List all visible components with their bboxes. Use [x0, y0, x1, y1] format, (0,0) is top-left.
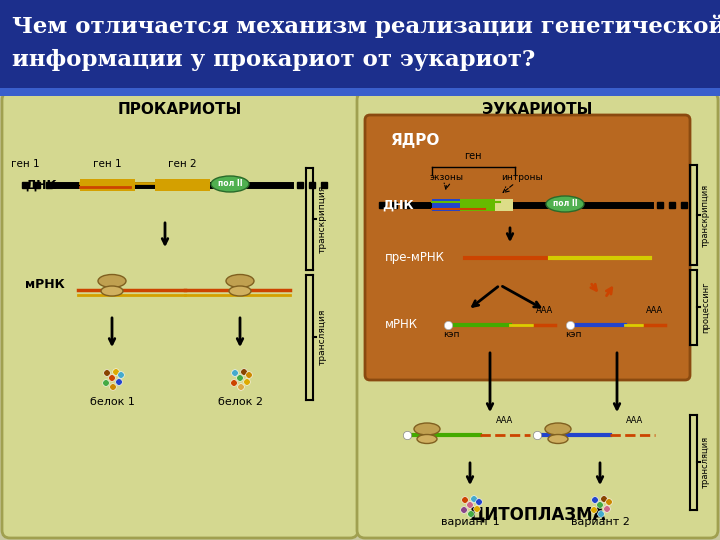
Circle shape	[597, 502, 603, 508]
Text: кэп: кэп	[564, 330, 581, 339]
Text: пре-мРНК: пре-мРНК	[385, 252, 445, 265]
Text: белок 1: белок 1	[89, 397, 135, 407]
Circle shape	[476, 499, 482, 505]
Text: кэп: кэп	[443, 330, 459, 339]
Ellipse shape	[414, 423, 440, 435]
Text: экзоны: экзоны	[430, 173, 464, 182]
Circle shape	[230, 380, 238, 386]
Circle shape	[468, 511, 474, 517]
Bar	[155, 179, 210, 191]
Text: ген 1: ген 1	[93, 159, 121, 169]
Text: интроны: интроны	[501, 173, 543, 182]
Ellipse shape	[229, 286, 251, 296]
Text: ЯДРО: ЯДРО	[390, 132, 439, 147]
Circle shape	[600, 496, 607, 502]
Text: вариант 2: вариант 2	[570, 517, 629, 527]
Text: трансляция: трансляция	[701, 436, 710, 488]
Circle shape	[243, 379, 251, 386]
Text: мРНК: мРНК	[385, 319, 418, 332]
Ellipse shape	[226, 274, 254, 287]
Text: Чем отличается механизм реализации генетической: Чем отличается механизм реализации генет…	[12, 14, 720, 38]
Text: пол II: пол II	[217, 179, 243, 188]
Ellipse shape	[211, 176, 249, 192]
Ellipse shape	[548, 435, 568, 443]
Text: ААА: ААА	[496, 416, 513, 425]
Text: ЦИТОПЛАЗМА: ЦИТОПЛАЗМА	[469, 506, 606, 524]
Circle shape	[232, 370, 238, 376]
Text: ЭУКАРИОТЫ: ЭУКАРИОТЫ	[482, 103, 593, 118]
Circle shape	[238, 384, 244, 390]
Text: ААА: ААА	[626, 416, 644, 425]
FancyBboxPatch shape	[2, 92, 358, 538]
Text: транскрипция: транскрипция	[701, 184, 710, 247]
Circle shape	[109, 375, 115, 381]
Ellipse shape	[101, 286, 123, 296]
Circle shape	[116, 379, 122, 386]
Text: трансляция: трансляция	[318, 309, 327, 365]
Text: ААА: ААА	[647, 306, 664, 315]
FancyBboxPatch shape	[357, 92, 718, 538]
Bar	[432, 199, 460, 211]
Text: ген 1: ген 1	[11, 159, 40, 169]
Bar	[80, 179, 135, 191]
Circle shape	[104, 370, 110, 376]
Circle shape	[598, 511, 604, 517]
Text: ДНК: ДНК	[382, 199, 413, 212]
Text: процессинг: процессинг	[701, 281, 710, 333]
Circle shape	[103, 380, 109, 386]
Circle shape	[462, 497, 468, 503]
Text: ген 2: ген 2	[168, 159, 197, 169]
Circle shape	[606, 499, 612, 505]
Circle shape	[237, 375, 243, 381]
Text: пол II: пол II	[553, 199, 577, 208]
Text: мРНК: мРНК	[25, 279, 65, 292]
Bar	[0, 0, 720, 88]
Circle shape	[592, 497, 598, 503]
Circle shape	[246, 372, 252, 379]
Circle shape	[113, 369, 120, 375]
Ellipse shape	[417, 435, 437, 443]
Circle shape	[109, 384, 117, 390]
Text: ААА: ААА	[536, 306, 554, 315]
Ellipse shape	[545, 423, 571, 435]
Circle shape	[117, 372, 125, 379]
Text: ПРОКАРИОТЫ: ПРОКАРИОТЫ	[118, 103, 242, 118]
Circle shape	[474, 505, 480, 512]
Circle shape	[461, 507, 467, 514]
Text: белок 2: белок 2	[217, 397, 263, 407]
Bar	[0, 88, 720, 96]
Text: ген: ген	[464, 151, 482, 161]
Text: ДНК: ДНК	[25, 179, 57, 192]
Text: информации у прокариот от эукариот?: информации у прокариот от эукариот?	[12, 49, 535, 71]
Circle shape	[590, 507, 598, 514]
Text: транскрипция: транскрипция	[318, 185, 327, 253]
Ellipse shape	[546, 196, 584, 212]
Bar	[495, 199, 513, 211]
Circle shape	[603, 505, 611, 512]
Circle shape	[471, 496, 477, 502]
Circle shape	[467, 502, 473, 508]
Circle shape	[240, 369, 247, 375]
FancyBboxPatch shape	[365, 115, 690, 380]
Ellipse shape	[98, 274, 126, 287]
Bar	[460, 199, 495, 211]
Text: вариант 1: вариант 1	[441, 517, 500, 527]
